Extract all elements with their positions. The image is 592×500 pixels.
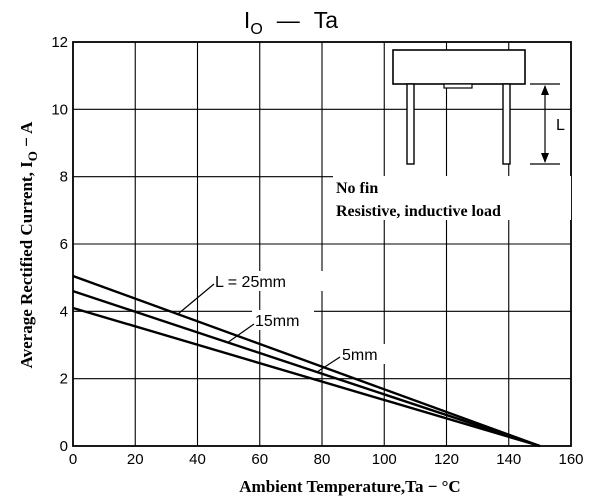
series-lines [72,274,541,448]
x-tick-label: 40 [189,451,206,468]
note-line-2: Resistive, inductive load [336,203,501,220]
note-background [333,176,571,220]
leader-line-15mm [226,323,255,344]
y-tick-label: 8 [60,169,68,186]
series-label-bg-5mm [339,344,391,364]
plot-frame [72,41,572,447]
x-tick-label: 80 [314,451,331,468]
component-diagram: L [392,49,565,165]
x-tick-label: 100 [372,451,397,468]
dimension-arrow-up [541,85,549,95]
series-label-bg-25mm [212,271,324,291]
y-tick-label: 12 [51,34,68,51]
component-lead-left [406,83,415,165]
x-tick-label: 0 [69,451,77,468]
y-tick-label: 2 [60,371,68,388]
note-line-1: No fin [336,180,378,197]
x-tick-label: 160 [558,451,583,468]
x-tick-label: 120 [434,451,459,468]
series-label-5mm: 5mm [342,347,378,364]
dimension-arrow-down [541,153,549,163]
series-label-15mm: 15mm [255,313,299,330]
series-label-25mm: L = 25mm [215,274,286,291]
dimension-label: L [556,117,565,134]
component-lead-right [502,83,511,165]
x-tick-label: 60 [251,451,268,468]
component-body [392,49,526,85]
x-tick-label: 140 [496,451,521,468]
y-tick-label: 6 [60,236,68,253]
component-tab [443,83,473,89]
chart-title: IO — Ta [244,7,338,38]
tick-labels: 0 20 40 60 80 100 120 140 160 0 2 4 6 8 10 12 [51,34,583,468]
series-line-0 [72,274,541,448]
leader-line-25mm [177,283,215,315]
y-tick-label: 4 [60,303,68,320]
leader-line-5mm [316,356,341,373]
series-line-2 [72,306,541,448]
y-tick-label: 0 [60,438,68,455]
y-axis-label: Average Rectified Current, IO − A [17,121,40,368]
series-label-bg-15mm [252,310,314,330]
x-axis-label: Ambient Temperature,Ta − °C [239,477,460,496]
series-line-1 [72,289,541,448]
grid [73,42,571,446]
y-tick-label: 10 [51,101,68,118]
x-tick-label: 20 [127,451,144,468]
